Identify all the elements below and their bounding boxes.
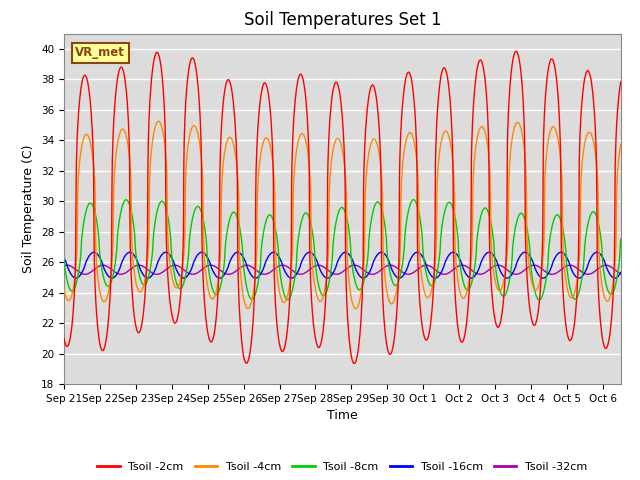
Y-axis label: Soil Temperature (C): Soil Temperature (C) xyxy=(22,144,35,273)
Legend: Tsoil -2cm, Tsoil -4cm, Tsoil -8cm, Tsoil -16cm, Tsoil -32cm: Tsoil -2cm, Tsoil -4cm, Tsoil -8cm, Tsoi… xyxy=(93,457,592,477)
Text: VR_met: VR_met xyxy=(75,47,125,60)
Title: Soil Temperatures Set 1: Soil Temperatures Set 1 xyxy=(244,11,441,29)
X-axis label: Time: Time xyxy=(327,409,358,422)
